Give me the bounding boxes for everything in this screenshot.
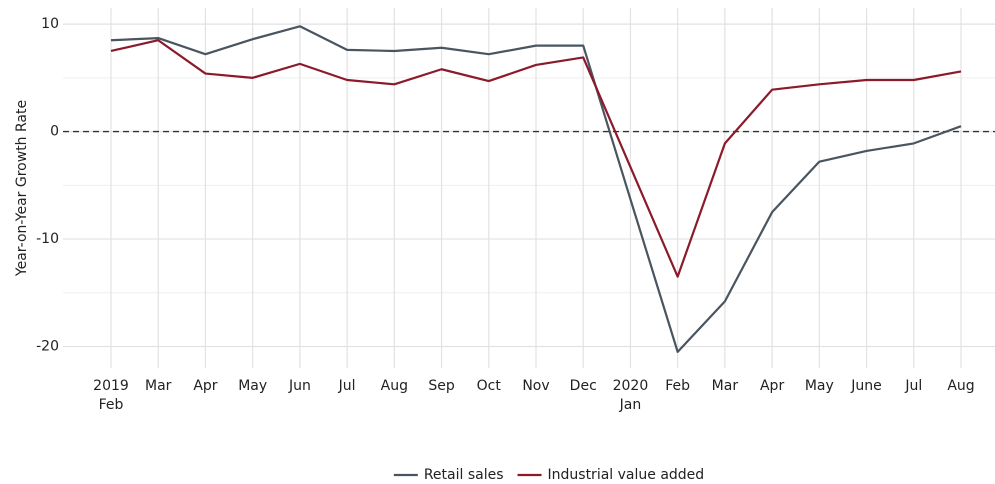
x-tick-label: Nov bbox=[522, 378, 549, 394]
x-tick-label: Jul bbox=[904, 378, 922, 394]
x-tick-year: 2019 bbox=[93, 378, 129, 394]
x-tick-year: 2020 bbox=[613, 378, 649, 394]
x-tick-label: Aug bbox=[381, 378, 408, 394]
x-tick-label: Jan bbox=[619, 397, 642, 413]
legend-label: Industrial value added bbox=[548, 467, 705, 483]
x-tick-label: Dec bbox=[570, 378, 597, 394]
x-tick-label: Jul bbox=[338, 378, 356, 394]
y-axis-label: Year-on-Year Growth Rate bbox=[14, 100, 30, 277]
legend-item: Retail sales bbox=[393, 467, 504, 483]
x-tick-label: Oct bbox=[477, 378, 502, 394]
x-tick-label: Mar bbox=[145, 378, 172, 394]
x-tick-label: Apr bbox=[193, 378, 217, 394]
legend-label: Retail sales bbox=[424, 467, 504, 483]
x-tick-label: May bbox=[805, 378, 834, 394]
x-tick-label: Mar bbox=[712, 378, 739, 394]
legend-item: Industrial value added bbox=[517, 467, 705, 483]
y-tick-label: -20 bbox=[36, 339, 59, 355]
x-tick-label: Sep bbox=[428, 378, 455, 394]
y-tick-label: 0 bbox=[50, 124, 59, 140]
series-line bbox=[110, 25, 962, 353]
x-tick-label: Apr bbox=[760, 378, 784, 394]
y-tick-label: -10 bbox=[36, 231, 59, 247]
x-tick-label: Jun bbox=[288, 378, 311, 394]
x-tick-label: May bbox=[238, 378, 267, 394]
series-line bbox=[110, 39, 962, 278]
y-tick-label: 10 bbox=[41, 16, 59, 32]
x-tick-label: June bbox=[850, 378, 882, 394]
x-tick-label: Feb bbox=[99, 397, 124, 413]
x-tick-label: Feb bbox=[665, 378, 690, 394]
x-tick-label: Aug bbox=[947, 378, 974, 394]
